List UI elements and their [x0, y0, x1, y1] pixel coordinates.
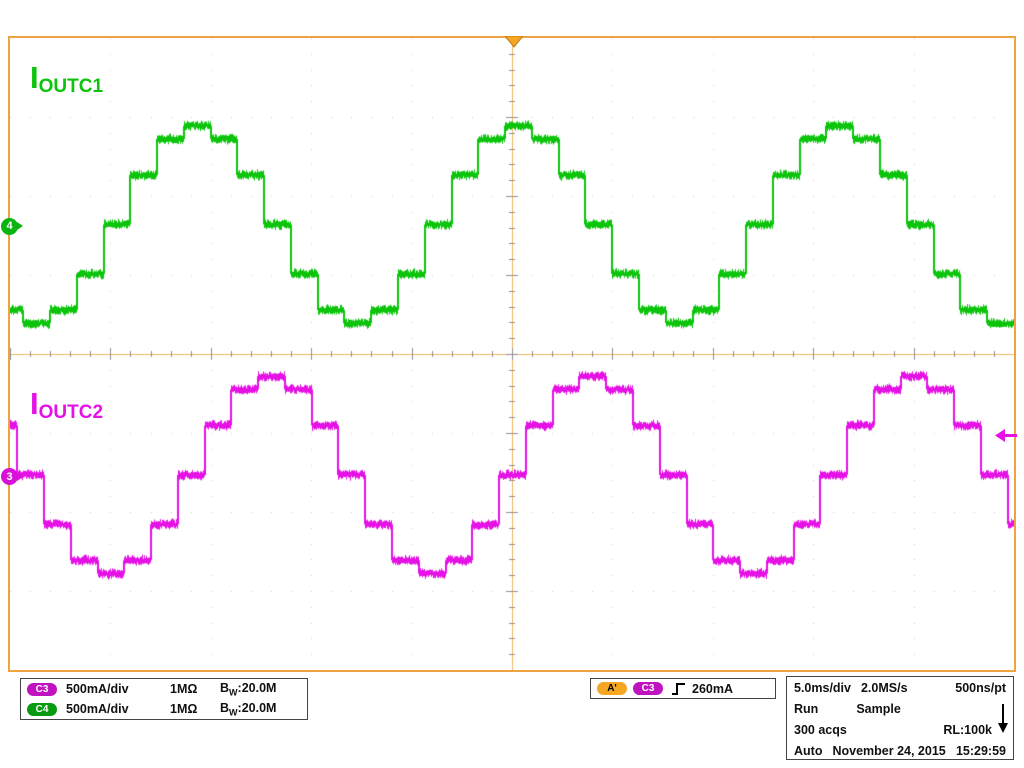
channel-4-bandwidth: BW:20.0M: [220, 701, 276, 718]
run-state-row: Run Sample: [787, 698, 1013, 719]
resolution-value: 500ns/pt: [955, 681, 1006, 695]
channel-3-impedance: 1MΩ: [170, 682, 220, 696]
date-value: November 24, 2015: [832, 744, 945, 758]
channel-4-number: 4: [6, 220, 12, 232]
channel-readout-box: C3 500mA/div 1MΩ BW:20.0M C4 500mA/div 1…: [20, 678, 308, 720]
oscilloscope-screen: IOUTC1 IOUTC2 4 3 C3 500mA/div 1MΩ: [0, 0, 1024, 768]
channel-4-badge: C4: [27, 703, 57, 716]
timestamp-row: Auto November 24, 2015 15:29:59: [787, 740, 1013, 761]
marker-down-arrow-icon: [997, 701, 1009, 735]
channel-3-bandwidth: BW:20.0M: [220, 681, 276, 698]
channel-3-badge: C3: [27, 683, 57, 696]
graticule: IOUTC1 IOUTC2 4 3: [8, 36, 1016, 672]
sample-rate-value: 2.0MS/s: [861, 681, 908, 695]
channel-4-readout-row[interactable]: C4 500mA/div 1MΩ BW:20.0M: [21, 699, 307, 719]
label-sub: OUTC2: [39, 402, 103, 423]
label-sub: OUTC1: [39, 76, 103, 97]
channel-3-scale: 500mA/div: [66, 682, 170, 696]
channel-4-impedance: 1MΩ: [170, 702, 220, 716]
timebase-value: 5.0ms/div: [794, 681, 851, 695]
time-value: 15:29:59: [956, 744, 1006, 758]
trigger-source-badge: C3: [633, 682, 663, 695]
trigger-level-arrow-icon[interactable]: [995, 429, 1017, 442]
channel-3-number: 3: [6, 471, 12, 483]
trigger-level-value: 260mA: [692, 682, 733, 696]
label-main: I: [30, 60, 39, 95]
acquisition-count-row: 300 acqs RL:100k: [787, 719, 1013, 740]
record-length: RL:100k: [943, 723, 992, 737]
trigger-position-marker-icon[interactable]: [505, 36, 523, 48]
channel-4-scale: 500mA/div: [66, 702, 170, 716]
channel-3-readout-row[interactable]: C3 500mA/div 1MΩ BW:20.0M: [21, 679, 307, 699]
acquisition-mode: Sample: [856, 702, 900, 716]
acquisition-readout-box: 5.0ms/div 2.0MS/s 500ns/pt Run Sample 30…: [786, 676, 1014, 760]
acquisition-count: 300 acqs: [794, 723, 847, 737]
waveform-canvas: [10, 38, 1014, 670]
run-state: Run: [794, 702, 818, 716]
trigger-mode: Auto: [794, 744, 822, 758]
timebase-row: 5.0ms/div 2.0MS/s 500ns/pt: [787, 677, 1013, 698]
trigger-readout-box[interactable]: A' C3 260mA: [590, 678, 776, 699]
waveform-label-ioutc1: IOUTC1: [30, 62, 103, 93]
trigger-a-badge: A': [597, 682, 627, 695]
waveform-label-ioutc2: IOUTC2: [30, 388, 103, 419]
channel-4-position-marker[interactable]: 4: [1, 218, 18, 235]
label-main: I: [30, 386, 39, 421]
rising-edge-icon: [671, 682, 686, 696]
